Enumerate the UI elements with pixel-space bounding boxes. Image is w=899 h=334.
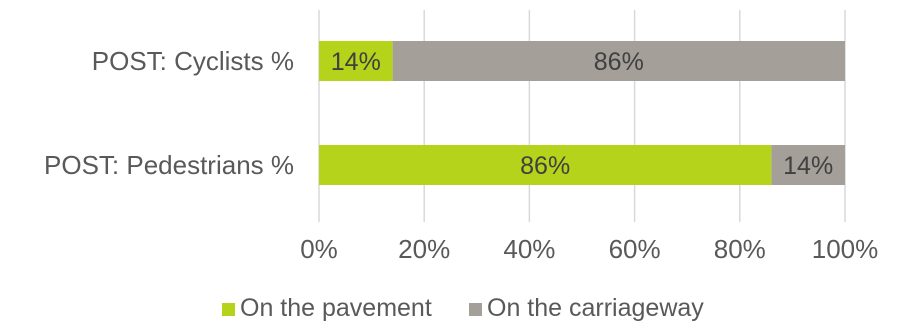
- bar-segment: [771, 145, 845, 185]
- x-tick-label: 80%: [714, 234, 766, 264]
- x-axis-tick-labels: 0% 20% 40% 60% 80% 100%: [300, 234, 878, 264]
- legend-swatch: [469, 303, 482, 316]
- x-tick-label: 0%: [300, 234, 338, 264]
- bar-segment: [319, 145, 772, 185]
- legend-label: On the pavement: [240, 294, 432, 322]
- x-tick-label: 40%: [503, 234, 555, 264]
- data-label: 86%: [594, 48, 644, 76]
- data-label: 86%: [520, 152, 570, 180]
- category-labels: POST: Cyclists % POST: Pedestrians %: [44, 46, 294, 180]
- legend-swatch: [222, 303, 235, 316]
- bar-segment: [319, 41, 393, 81]
- bars: 14% 86% 86% 14%: [319, 41, 845, 185]
- legend-label: On the carriageway: [487, 294, 704, 322]
- data-label: 14%: [783, 152, 833, 180]
- category-label: POST: Pedestrians %: [44, 150, 294, 180]
- x-tick-label: 60%: [609, 234, 661, 264]
- category-label: POST: Cyclists %: [92, 46, 294, 76]
- x-tick-label: 20%: [398, 234, 450, 264]
- legend: On the pavement On the carriageway: [222, 294, 704, 322]
- x-tick-label: 100%: [812, 234, 879, 264]
- data-label: 14%: [331, 48, 381, 76]
- bar-segment: [392, 41, 845, 81]
